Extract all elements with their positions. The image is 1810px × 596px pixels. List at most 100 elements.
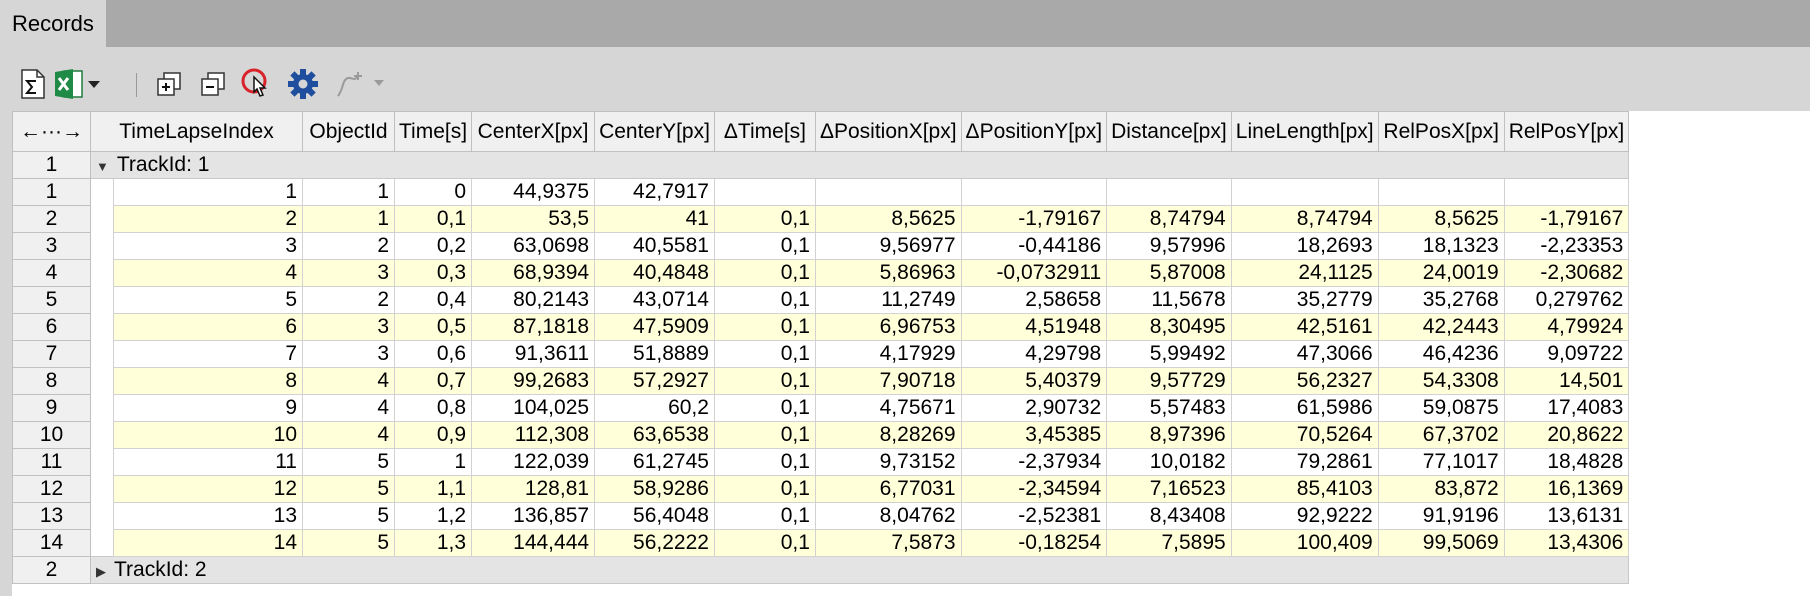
table-row[interactable]: 6 6 3 0,5 87,1818 47,5909 0,1 6,96753 4,51948 8,3… bbox=[12, 313, 1630, 341]
table-cell[interactable]: 8,5625 bbox=[1377, 205, 1505, 233]
table-cell[interactable]: 122,039 bbox=[471, 448, 596, 476]
table-cell[interactable]: 70,5264 bbox=[1230, 421, 1379, 449]
col-header-centery[interactable]: CenterY[px] bbox=[594, 111, 715, 152]
table-cell[interactable] bbox=[814, 178, 962, 206]
table-cell[interactable]: -0,0732911 bbox=[960, 259, 1108, 287]
table-cell[interactable]: 8,04762 bbox=[814, 502, 962, 530]
table-cell[interactable]: 18,4828 bbox=[1503, 448, 1630, 476]
table-cell[interactable]: 77,1017 bbox=[1377, 448, 1505, 476]
table-cell[interactable]: 5 bbox=[302, 448, 395, 476]
table-row[interactable]: 7 7 3 0,6 91,3611 51,8889 0,1 4,17929 4,29798 5,9… bbox=[12, 340, 1630, 368]
row-header[interactable]: 8 bbox=[12, 367, 91, 395]
table-cell[interactable]: 7,16523 bbox=[1106, 475, 1232, 503]
table-cell[interactable]: 5,86963 bbox=[814, 259, 962, 287]
table-cell[interactable]: 5 bbox=[302, 529, 395, 557]
table-cell[interactable]: 42,5161 bbox=[1230, 313, 1379, 341]
row-header[interactable]: 4 bbox=[12, 259, 91, 287]
table-cell[interactable]: -2,30682 bbox=[1503, 259, 1630, 287]
table-cell[interactable]: 2,58658 bbox=[960, 286, 1108, 314]
table-cell[interactable]: 40,5581 bbox=[594, 232, 715, 260]
col-header-relposy[interactable]: RelPosY[px] bbox=[1503, 111, 1630, 152]
table-cell[interactable]: 61,2745 bbox=[594, 448, 715, 476]
table-cell[interactable] bbox=[1106, 178, 1232, 206]
table-cell[interactable]: 9,09722 bbox=[1503, 340, 1630, 368]
table-row[interactable]: 11 11 5 1 122,039 61,2745 0,1 9,73152 -2,37934 10… bbox=[12, 448, 1630, 476]
table-cell[interactable]: 4,51948 bbox=[960, 313, 1108, 341]
table-cell[interactable]: 8,74794 bbox=[1230, 205, 1379, 233]
table-cell[interactable]: 8,97396 bbox=[1106, 421, 1232, 449]
table-cell[interactable]: 4 bbox=[113, 259, 303, 287]
table-cell[interactable]: 91,9196 bbox=[1377, 502, 1505, 530]
table-cell[interactable]: -1,79167 bbox=[960, 205, 1108, 233]
table-cell[interactable]: 79,2861 bbox=[1230, 448, 1379, 476]
table-cell[interactable]: 8 bbox=[113, 367, 303, 395]
table-cell[interactable]: 40,4848 bbox=[594, 259, 715, 287]
group-header[interactable]: ▼ TrackId: 1 bbox=[89, 151, 1630, 179]
table-cell[interactable]: 0,279762 bbox=[1503, 286, 1630, 314]
table-cell[interactable]: 10 bbox=[113, 421, 303, 449]
table-cell[interactable]: 136,857 bbox=[471, 502, 596, 530]
table-cell[interactable]: 63,0698 bbox=[471, 232, 596, 260]
col-header-time[interactable]: Time[s] bbox=[393, 111, 473, 152]
col-header-linelength[interactable]: LineLength[px] bbox=[1230, 111, 1379, 152]
table-row[interactable]: 5 5 2 0,4 80,2143 43,0714 0,1 11,2749 2,58658 11,… bbox=[12, 286, 1630, 314]
corner-resize-handle[interactable]: ←···→ bbox=[12, 111, 91, 152]
row-header[interactable]: 6 bbox=[12, 313, 91, 341]
table-cell[interactable]: 8,43408 bbox=[1106, 502, 1232, 530]
table-cell[interactable]: 0,1 bbox=[713, 313, 816, 341]
table-cell[interactable] bbox=[960, 178, 1108, 206]
table-cell[interactable]: 1,1 bbox=[393, 475, 473, 503]
table-cell[interactable]: 128,81 bbox=[471, 475, 596, 503]
table-cell[interactable]: 100,409 bbox=[1230, 529, 1379, 557]
group-header[interactable]: ▶ TrackId: 2 bbox=[89, 556, 1630, 584]
col-header-deltapositiony[interactable]: ΔPositionY[px] bbox=[960, 111, 1108, 152]
collapse-all-icon[interactable] bbox=[196, 67, 230, 101]
col-header-deltatime[interactable]: ΔTime[s] bbox=[713, 111, 816, 152]
table-cell[interactable] bbox=[713, 178, 816, 206]
row-header[interactable]: 10 bbox=[12, 421, 91, 449]
table-cell[interactable]: 46,4236 bbox=[1377, 340, 1505, 368]
table-row[interactable]: 8 8 4 0,7 99,2683 57,2927 0,1 7,90718 5,40379 9,5… bbox=[12, 367, 1630, 395]
table-cell[interactable]: 0,1 bbox=[393, 205, 473, 233]
table-row[interactable]: 2 2 1 0,1 53,5 41 0,1 8,5625 -1,79167 8,74794 8,74… bbox=[12, 205, 1630, 233]
group-row[interactable]: 1 ▼ TrackId: 1 bbox=[12, 151, 1630, 179]
records-grid[interactable]: ←···→ TimeLapseIndex ObjectId Time[s] Ce… bbox=[12, 111, 1810, 596]
expand-arrow-icon[interactable]: ▶ bbox=[96, 564, 106, 579]
table-cell[interactable]: 7,5895 bbox=[1106, 529, 1232, 557]
table-cell[interactable]: 4 bbox=[302, 394, 395, 422]
excel-icon[interactable] bbox=[52, 67, 86, 101]
row-header[interactable]: 9 bbox=[12, 394, 91, 422]
row-header[interactable]: 3 bbox=[12, 232, 91, 260]
table-cell[interactable]: 0,6 bbox=[393, 340, 473, 368]
sum-icon[interactable] bbox=[16, 67, 50, 101]
table-row[interactable]: 12 12 5 1,1 128,81 58,9286 0,1 6,77031 -2,34594 7… bbox=[12, 475, 1630, 503]
table-cell[interactable]: 91,3611 bbox=[471, 340, 596, 368]
graph-add-icon[interactable] bbox=[332, 67, 392, 101]
table-cell[interactable]: 8,5625 bbox=[814, 205, 962, 233]
col-header-centerx[interactable]: CenterX[px] bbox=[471, 111, 596, 152]
table-cell[interactable]: 56,4048 bbox=[594, 502, 715, 530]
table-cell[interactable]: 13,4306 bbox=[1503, 529, 1630, 557]
table-cell[interactable] bbox=[1377, 178, 1505, 206]
table-cell[interactable]: 0,1 bbox=[713, 475, 816, 503]
row-header[interactable]: 12 bbox=[12, 475, 91, 503]
table-cell[interactable]: 0,4 bbox=[393, 286, 473, 314]
table-cell[interactable]: 59,0875 bbox=[1377, 394, 1505, 422]
table-cell[interactable]: 44,9375 bbox=[471, 178, 596, 206]
table-row[interactable]: 9 9 4 0,8 104,025 60,2 0,1 4,75671 2,90732 5,5748… bbox=[12, 394, 1630, 422]
row-header[interactable]: 5 bbox=[12, 286, 91, 314]
collapse-arrow-icon[interactable]: ▼ bbox=[96, 159, 109, 174]
table-cell[interactable]: 1 bbox=[393, 448, 473, 476]
table-cell[interactable]: 0,1 bbox=[713, 502, 816, 530]
table-cell[interactable]: 11 bbox=[113, 448, 303, 476]
table-cell[interactable]: 10,0182 bbox=[1106, 448, 1232, 476]
table-cell[interactable]: 9 bbox=[113, 394, 303, 422]
row-header[interactable]: 2 bbox=[12, 556, 91, 584]
table-cell[interactable]: 3 bbox=[302, 259, 395, 287]
table-cell[interactable]: 0,3 bbox=[393, 259, 473, 287]
table-cell[interactable]: 0,1 bbox=[713, 421, 816, 449]
table-cell[interactable]: 67,3702 bbox=[1377, 421, 1505, 449]
table-cell[interactable]: 1 bbox=[302, 205, 395, 233]
table-cell[interactable]: 47,3066 bbox=[1230, 340, 1379, 368]
table-cell[interactable]: 18,2693 bbox=[1230, 232, 1379, 260]
